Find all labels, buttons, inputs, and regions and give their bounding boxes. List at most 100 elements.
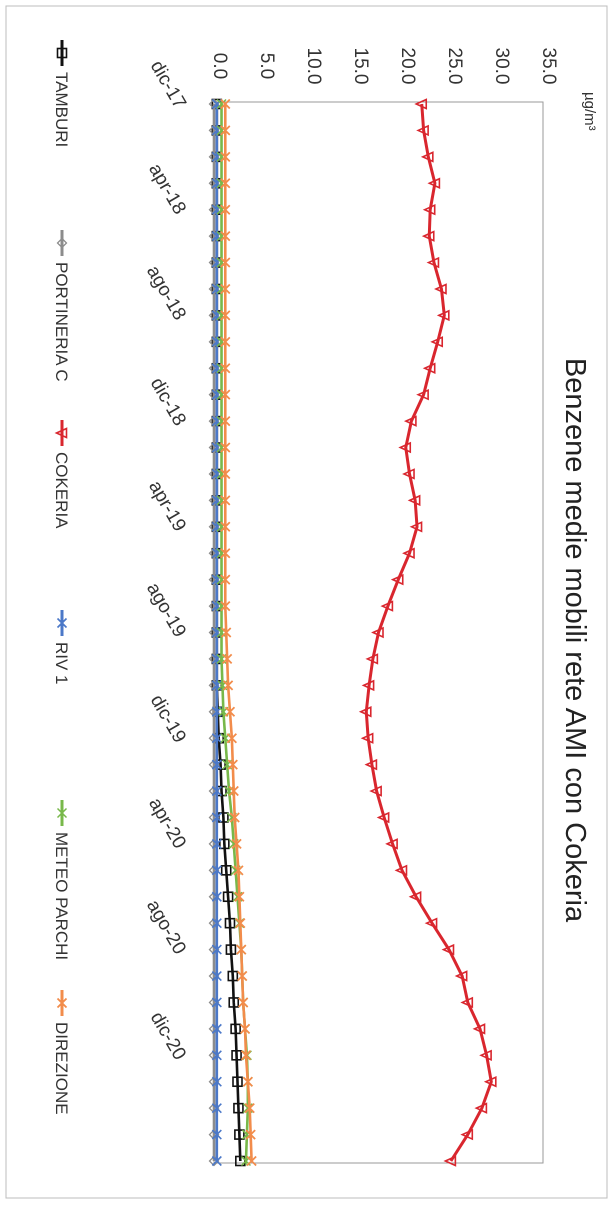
data-point-cokeria xyxy=(371,626,384,639)
data-point-direzione xyxy=(229,812,240,823)
legend-item-direzione: DIREZIONE xyxy=(52,990,71,1115)
data-point-riv-1 xyxy=(211,416,222,427)
data-point-riv-1 xyxy=(211,1103,222,1114)
data-point-cokeria xyxy=(402,547,415,559)
data-point-meteo-parchi xyxy=(224,786,235,797)
data-point-cokeria xyxy=(427,177,441,190)
data-point-tamburi xyxy=(233,1102,244,1114)
series-cokeria xyxy=(358,98,497,1167)
data-point-riv-1 xyxy=(211,204,222,215)
data-point-riv-1 xyxy=(211,442,222,453)
data-point-direzione xyxy=(238,997,249,1008)
data-point-cokeria xyxy=(436,309,450,322)
data-point-direzione xyxy=(242,1076,253,1087)
data-point-direzione xyxy=(220,468,231,480)
data-point-direzione xyxy=(220,204,231,215)
data-point-cokeria xyxy=(479,1049,492,1062)
legend-item-portineria-c: PORTINERIA C xyxy=(52,230,71,382)
legend-item-meteo-parchi: METEO PARCHI xyxy=(52,800,71,960)
data-point-cokeria xyxy=(454,970,468,982)
data-point-tamburi xyxy=(234,1129,245,1140)
data-point-direzione xyxy=(220,178,231,189)
series-riv-1 xyxy=(211,98,222,1167)
legend-label: COKERIA xyxy=(52,452,71,529)
data-point-direzione xyxy=(220,336,231,347)
y-tick-label: 10.0 xyxy=(303,48,324,85)
data-point-tamburi xyxy=(228,997,240,1008)
data-point-riv-1 xyxy=(211,918,222,929)
data-point-cokeria xyxy=(460,996,474,1009)
legend-item-riv-1: RIV 1 xyxy=(52,610,71,685)
legend-item-cokeria: COKERIA xyxy=(52,420,71,529)
data-point-riv-1 xyxy=(211,283,222,295)
data-point-direzione xyxy=(236,944,247,955)
data-point-direzione xyxy=(220,600,231,612)
data-point-direzione xyxy=(220,125,231,136)
data-point-riv-1 xyxy=(211,1155,222,1167)
data-point-direzione xyxy=(235,918,246,929)
data-point-direzione xyxy=(240,1050,252,1061)
data-point-riv-1 xyxy=(211,521,222,532)
data-point-cokeria xyxy=(403,415,417,427)
chart-title: Benzene medie mobili rete AMI con Cokeri… xyxy=(559,358,591,923)
data-point-direzione xyxy=(220,363,231,374)
data-point-tamburi xyxy=(222,891,234,903)
data-point-cokeria xyxy=(364,758,378,771)
data-point-riv-1 xyxy=(211,653,222,664)
data-point-cokeria xyxy=(402,468,415,480)
data-point-direzione xyxy=(220,415,231,427)
data-point-cokeria xyxy=(421,230,435,242)
data-point-tamburi xyxy=(220,865,232,876)
data-point-cokeria xyxy=(430,336,444,348)
data-point-cokeria xyxy=(422,362,436,374)
legend-swatch-marker xyxy=(56,617,68,629)
legend-label: TAMBURI xyxy=(52,72,71,147)
data-point-cokeria xyxy=(460,1128,474,1141)
data-point-tamburi xyxy=(224,917,236,929)
data-point-direzione xyxy=(220,389,231,400)
data-point-riv-1 xyxy=(211,785,222,797)
data-point-riv-1 xyxy=(211,838,222,849)
legend-label: DIREZIONE xyxy=(52,1022,71,1115)
data-point-direzione xyxy=(245,1129,256,1140)
data-point-direzione xyxy=(220,98,231,110)
data-point-direzione xyxy=(220,548,231,559)
data-point-riv-1 xyxy=(211,231,222,242)
data-point-cokeria xyxy=(398,441,412,454)
data-point-direzione xyxy=(234,891,245,902)
y-tick-label: 5.0 xyxy=(256,53,277,79)
data-point-direzione xyxy=(220,521,231,532)
y-axis-label: µg/m³ xyxy=(581,92,598,131)
data-point-direzione xyxy=(222,653,233,665)
data-point-riv-1 xyxy=(211,125,222,136)
data-point-direzione xyxy=(220,283,231,295)
data-point-riv-1 xyxy=(211,1129,222,1140)
data-point-cokeria xyxy=(416,124,429,137)
data-point-cokeria xyxy=(441,943,455,956)
data-point-cokeria xyxy=(474,1102,488,1114)
y-tick-label: 0.0 xyxy=(209,53,230,79)
series-direzione xyxy=(220,98,257,1167)
data-point-direzione xyxy=(222,680,234,691)
data-point-direzione xyxy=(231,838,242,850)
legend-label: METEO PARCHI xyxy=(52,832,71,960)
data-point-cokeria xyxy=(472,1023,486,1035)
data-point-riv-1 xyxy=(211,310,222,321)
data-point-cokeria xyxy=(408,891,422,903)
data-point-riv-1 xyxy=(211,178,222,189)
data-point-riv-1 xyxy=(211,891,222,902)
data-point-riv-1 xyxy=(211,98,222,110)
data-point-cokeria xyxy=(424,917,438,929)
data-point-riv-1 xyxy=(211,389,222,400)
data-point-cokeria xyxy=(420,151,434,163)
data-point-cokeria xyxy=(409,521,423,533)
data-point-direzione xyxy=(221,627,232,638)
data-point-cokeria xyxy=(390,573,404,586)
data-point-meteo-parchi xyxy=(216,627,227,638)
data-point-riv-1 xyxy=(211,733,222,744)
data-point-direzione xyxy=(237,970,248,982)
data-point-cokeria xyxy=(358,706,372,718)
data-point-cokeria xyxy=(380,600,394,612)
data-point-direzione xyxy=(220,574,231,585)
data-point-direzione xyxy=(228,785,239,797)
